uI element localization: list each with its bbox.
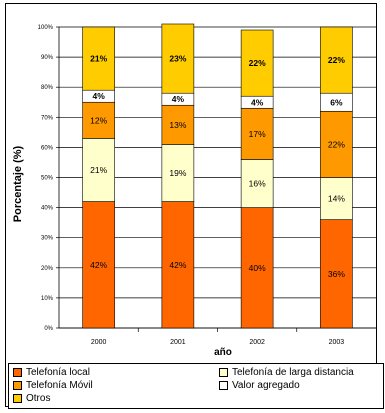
legend-label: Telefonía Móvil	[26, 380, 93, 391]
legend-label: Valor agregado	[232, 380, 300, 391]
y-axis-title: Porcentaje (%)	[12, 145, 24, 222]
bar-segment	[82, 26, 115, 91]
y-tick-label: 70%	[41, 115, 54, 121]
legend-item: Telefonía Móvil	[13, 379, 93, 392]
data-label: 42%	[90, 260, 107, 270]
bar-segment	[161, 201, 195, 329]
data-label: 22%	[249, 58, 266, 68]
bar-segment	[320, 26, 353, 94]
bar-segment	[240, 107, 274, 160]
bar-segment	[82, 138, 115, 202]
x-tick-label: 2001	[170, 339, 186, 346]
data-label: 12%	[90, 115, 107, 125]
data-label: 40%	[249, 263, 266, 273]
legend-swatch	[13, 394, 22, 403]
chart-frame: Porcentaje (%) año 0% 10% 20% 30% 40% 50% 60% 7…	[5, 3, 384, 409]
data-label: 14%	[328, 194, 345, 204]
chart-legend: Telefonía local Telefonía de larga distan…	[8, 363, 384, 409]
y-tick-label: 60%	[41, 145, 54, 151]
legend-label: Telefonía local	[26, 367, 90, 378]
legend-swatch	[13, 381, 22, 390]
legend-label: Otros	[26, 393, 51, 404]
data-label: 21%	[90, 54, 107, 64]
y-tick-label: 20%	[41, 266, 54, 272]
data-label: 6%	[330, 97, 343, 107]
y-tick-label: 50%	[41, 176, 54, 182]
data-label: 19%	[169, 168, 186, 178]
bar-segment	[240, 207, 274, 329]
bar-segment	[82, 201, 115, 329]
y-tick-label: 80%	[41, 85, 54, 91]
bar-segment	[161, 144, 195, 202]
x-tick-label: 2000	[91, 339, 107, 346]
bar-segment	[240, 159, 274, 208]
x-tick-label: 2002	[249, 339, 265, 346]
y-tick-label: 30%	[41, 236, 54, 242]
y-tick-label: 100%	[38, 25, 54, 31]
stacked-bar-chart: Porcentaje (%) año 0% 10% 20% 30% 40% 50% 60% 7…	[12, 23, 376, 358]
data-label: 4%	[251, 97, 264, 107]
x-axis-title: año	[214, 347, 232, 358]
data-label: 42%	[169, 260, 186, 270]
data-label: 36%	[328, 269, 345, 279]
legend-item: Otros	[13, 392, 50, 405]
legend-item: Valor agregado	[219, 379, 300, 392]
legend-swatch	[13, 368, 22, 377]
data-label: 23%	[169, 54, 186, 64]
data-label: 13%	[169, 120, 186, 130]
y-tick-label: 90%	[41, 55, 54, 61]
legend-swatch	[219, 381, 228, 390]
x-tick-label: 2003	[329, 339, 345, 346]
bar-segment	[240, 29, 274, 97]
bar-segment	[320, 110, 353, 178]
legend-item: Telefonía de larga distancia	[219, 366, 354, 379]
y-tick-label: 10%	[41, 296, 54, 302]
legend-label: Telefonía de larga distancia	[232, 367, 354, 378]
legend-item: Telefonía local	[13, 366, 90, 379]
data-label: 21%	[90, 165, 107, 175]
bar-segment	[320, 177, 353, 220]
y-tick-label: 0%	[44, 326, 53, 332]
data-label: 16%	[249, 179, 266, 189]
data-label: 22%	[328, 139, 345, 149]
bar-segment	[161, 23, 195, 94]
data-label: 4%	[172, 94, 185, 104]
bar-segment	[161, 104, 195, 145]
y-tick-label: 40%	[41, 206, 54, 212]
data-label: 22%	[328, 55, 345, 65]
data-label: 4%	[92, 91, 105, 101]
data-label: 17%	[249, 129, 266, 139]
legend-swatch	[219, 368, 228, 377]
